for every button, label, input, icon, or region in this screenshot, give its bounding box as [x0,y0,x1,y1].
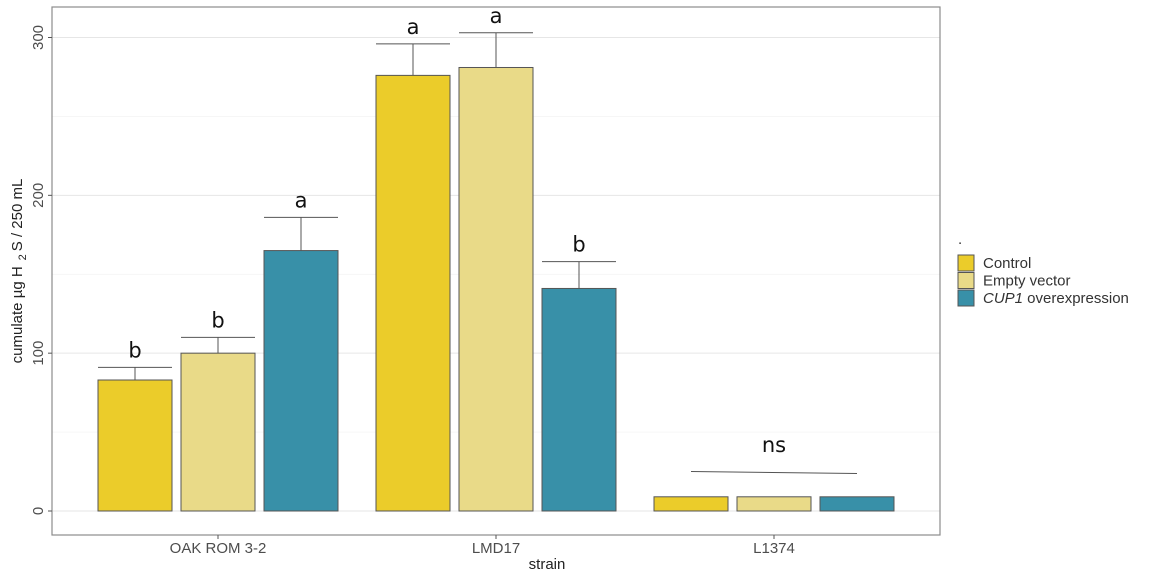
y-tick-label: 200 [30,183,47,208]
bar [736,496,812,512]
x-tick-label: OAK ROM 3-2 [170,540,267,557]
significance-label: a [490,4,503,28]
y-axis-title-subscript: 2 [17,254,29,260]
legend-key [957,272,975,289]
legend-label: Control [983,255,1031,272]
significance-label: b [211,308,224,332]
y-axis-title-main: cumulate µg H [9,266,26,363]
bar [541,287,617,512]
significance-labels: b b a a a b ns [128,4,858,474]
y-tick-label: 100 [30,341,47,366]
bars [97,66,895,512]
legend-key [957,254,975,272]
y-tick-label: 0 [30,507,47,515]
y-tick-label: 300 [30,25,47,50]
x-tick-label: LMD17 [472,540,520,557]
bar [97,379,173,512]
y-axis-title: cumulate µg H 2 S / 250 mL [9,179,29,364]
legend-label-gene: CUP1 [983,290,1023,307]
significance-label: b [572,233,585,257]
legend-key [957,289,975,307]
bar [375,74,451,512]
group-significance-label: ns [762,433,786,457]
y-axis: 0 100 200 300 [30,25,52,515]
legend-label: CUP1 overexpression [983,290,1129,307]
y-axis-title-suffix: S / 250 mL [9,179,26,252]
bar [653,496,729,512]
significance-label: a [407,15,420,39]
legend-label-rest: overexpression [1023,290,1129,307]
error-bars [98,32,616,380]
significance-label: b [128,338,141,362]
bar [263,250,339,512]
bar [819,496,895,512]
group-significance-line [690,471,858,474]
x-axis-title: strain [529,556,566,573]
bar [180,352,256,512]
x-axis: OAK ROM 3-2 LMD17 L1374 [170,535,795,557]
significance-label: a [295,188,308,212]
bar [458,66,534,512]
legend-title: . [958,231,962,248]
x-tick-label: L1374 [753,540,795,557]
legend-label: Empty vector [983,273,1071,290]
